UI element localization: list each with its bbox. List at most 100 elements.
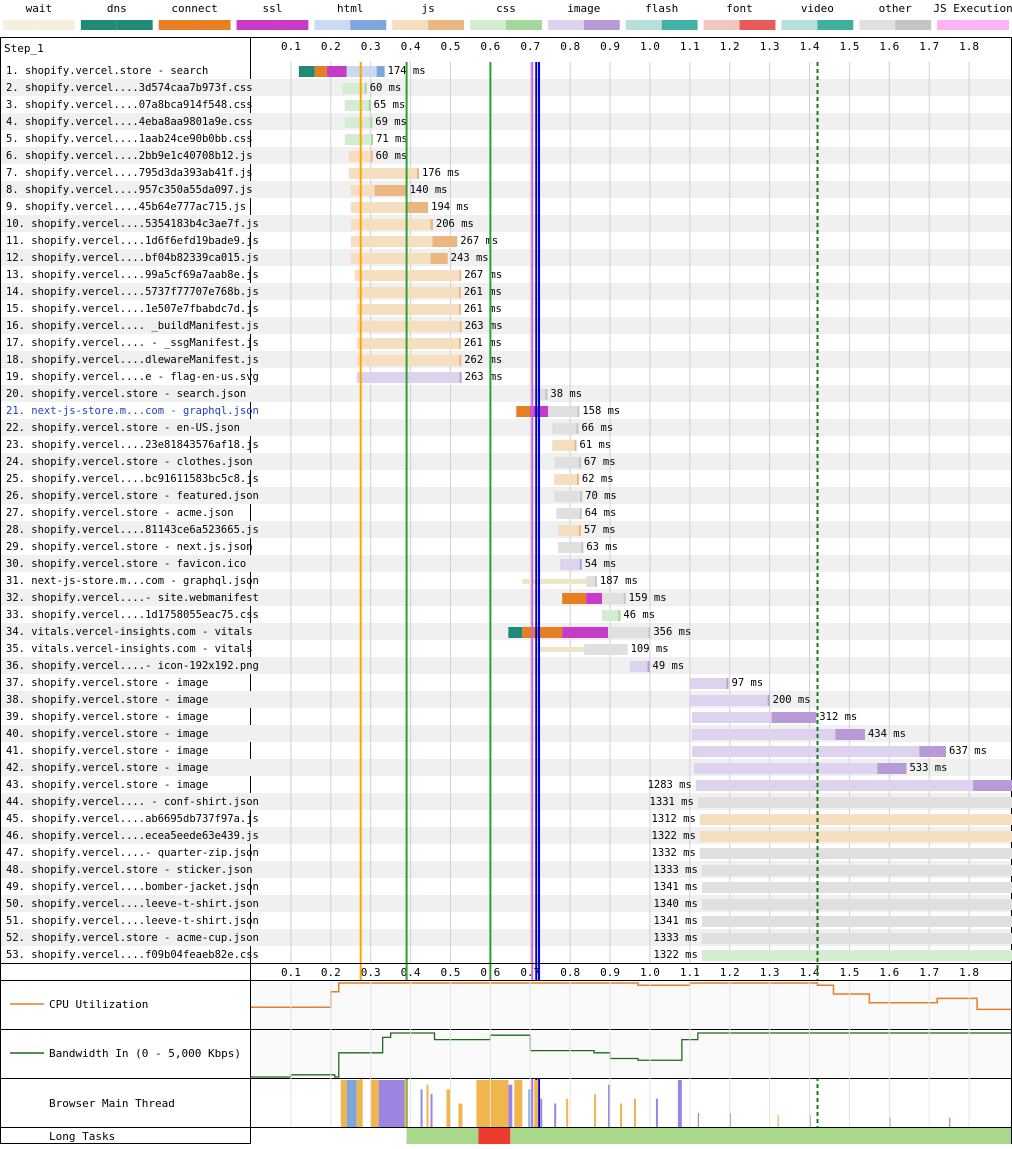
ttfb-segment — [689, 678, 727, 689]
legend-swatch — [80, 20, 153, 30]
request-bar — [558, 542, 584, 553]
legend-swatch — [314, 20, 387, 30]
download-segment — [594, 576, 597, 587]
duration-label: 1341 ms — [654, 881, 698, 893]
request-label: 22. shopify.vercel.store - en-US.json — [6, 422, 240, 434]
main-thread-block — [566, 1098, 569, 1127]
download-segment — [726, 678, 729, 689]
download-segment — [574, 440, 577, 451]
duration-label: 66 ms — [582, 422, 614, 434]
duration-label: 200 ms — [773, 694, 811, 706]
download-segment — [579, 508, 582, 519]
ttfb-segment — [554, 491, 581, 502]
request-label: 14. shopify.vercel....5737f77707e768b.js — [6, 286, 259, 298]
ttfb-segment — [689, 695, 768, 706]
duration-label: 61 ms — [580, 439, 612, 451]
tick-label-top: 1.3 — [760, 40, 780, 53]
long-task-segment — [510, 1128, 1011, 1144]
request-bar — [356, 321, 462, 332]
tick-label-bottom: 1.0 — [640, 966, 660, 979]
main-thread-block — [949, 1117, 951, 1127]
duration-label: 60 ms — [370, 82, 402, 94]
row-background — [1, 79, 1011, 96]
duration-label: 109 ms — [631, 643, 669, 655]
duration-label: 1322 ms — [652, 830, 696, 842]
tick-label-bottom: 1.7 — [919, 966, 939, 979]
request-label: 35. vitals.vercel-insights.com - vitals — [6, 643, 253, 655]
row-background — [1, 521, 1011, 538]
legend-label: ssl — [263, 2, 283, 15]
request-label: 29. shopify.vercel.store - next.js.json — [6, 541, 253, 553]
request-bar — [552, 423, 579, 434]
duration-label: 434 ms — [868, 728, 906, 740]
download-segment — [623, 593, 626, 604]
request-label: 28. shopify.vercel....81143ce6a523665.js — [6, 524, 259, 536]
request-label: 9. shopify.vercel....45b64e777ac715.js — [6, 201, 246, 213]
legend-swatch — [781, 20, 854, 30]
request-label: 49. shopify.vercel....bomber-jacket.json — [6, 881, 259, 893]
request-bar — [556, 508, 582, 519]
request-bar — [554, 474, 579, 485]
row-background — [1, 419, 1011, 436]
request-bar — [350, 236, 458, 247]
duration-label: 637 ms — [949, 745, 987, 757]
tick-label-top: 0.4 — [401, 40, 421, 53]
request-label: 3. shopify.vercel....07a8bca914f548.css — [6, 99, 253, 111]
ttfb-segment — [556, 508, 580, 519]
request-label: 6. shopify.vercel....2bb9e1c40708b12.js — [6, 150, 253, 162]
tick-label-top: 1.2 — [720, 40, 740, 53]
tick-label-top: 1.6 — [879, 40, 899, 53]
main-thread-block — [346, 1080, 357, 1127]
ttfb-segment — [356, 355, 460, 366]
download-segment — [647, 661, 650, 672]
request-bar — [695, 780, 1012, 791]
request-label: 10. shopify.vercel....5354183b4c3ae7f.js — [6, 218, 259, 230]
request-bar — [560, 559, 582, 570]
ttfb-segment — [602, 610, 619, 621]
duration-label: 206 ms — [436, 218, 474, 230]
dns-segment — [298, 66, 315, 77]
row-background — [1, 487, 1011, 504]
ttfb-segment — [356, 287, 459, 298]
row-background — [1, 215, 1011, 232]
legend-swatch — [392, 20, 465, 30]
main-thread-block — [426, 1084, 429, 1127]
request-bar — [348, 168, 419, 179]
row-background — [1, 351, 1011, 368]
request-label: 27. shopify.vercel.store - acme.json — [6, 507, 234, 519]
duration-label: 263 ms — [465, 371, 503, 383]
download-segment — [580, 491, 583, 502]
tick-label-bottom: 1.5 — [839, 966, 859, 979]
download-segment — [371, 134, 374, 145]
request-label: 11. shopify.vercel....1d6f6efd19bade9.js — [6, 235, 259, 247]
ttfb-segment — [691, 746, 920, 757]
tick-label-top: 1.4 — [800, 40, 820, 53]
request-bar — [697, 797, 1012, 808]
legend-label: js — [422, 2, 435, 15]
duration-label: 1322 ms — [654, 949, 698, 961]
ttfb-segment — [701, 916, 1012, 927]
main-thread-block — [420, 1089, 423, 1127]
ttfb-segment — [356, 338, 459, 349]
ttfb-segment — [701, 899, 1012, 910]
download-segment — [430, 219, 433, 230]
duration-label: 1332 ms — [652, 847, 696, 859]
download-segment — [579, 559, 582, 570]
ttfb-segment — [356, 372, 460, 383]
legend-label: wait — [26, 2, 53, 15]
main-thread-block — [594, 1094, 597, 1127]
legend-swatch — [470, 20, 542, 30]
download-segment — [545, 389, 548, 400]
legend-swatch — [859, 20, 932, 30]
ttfb-segment — [342, 83, 365, 94]
duration-label: 356 ms — [653, 626, 691, 638]
download-segment — [618, 610, 621, 621]
download-segment — [459, 270, 462, 281]
main-thread-block — [370, 1080, 379, 1127]
row-background — [1, 453, 1011, 470]
request-bar — [356, 304, 461, 315]
request-label: 48. shopify.vercel.store - sticker.json — [6, 864, 253, 876]
request-label: 52. shopify.vercel.store - acme-cup.json — [6, 932, 259, 944]
download-segment — [364, 83, 367, 94]
